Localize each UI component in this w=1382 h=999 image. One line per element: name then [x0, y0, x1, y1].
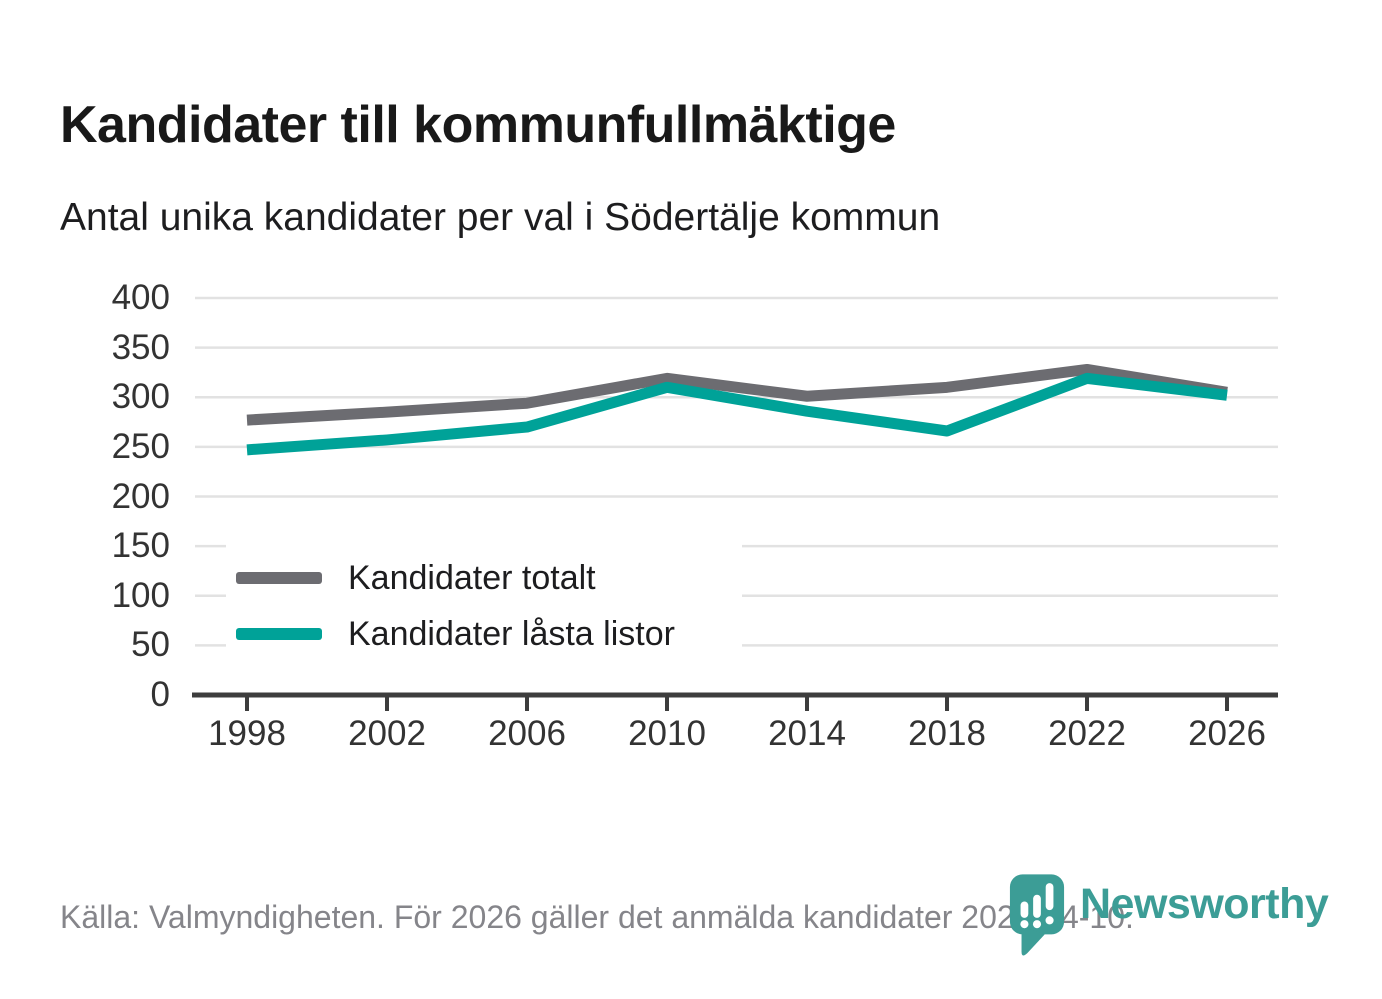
series-line-1	[246, 372, 1228, 456]
y-tick-label: 150	[111, 526, 170, 566]
y-tick-label: 350	[111, 327, 170, 367]
x-tick-label: 2006	[488, 714, 566, 753]
legend-line-swatch-gray	[236, 572, 322, 584]
x-tick-label: 2002	[348, 714, 426, 753]
y-tick-label: 100	[111, 575, 170, 615]
source-note: Källa: Valmyndigheten. För 2026 gäller d…	[60, 899, 1134, 935]
legend-line-swatch-teal	[236, 628, 322, 640]
x-tick-label: 2022	[1048, 714, 1126, 753]
x-tick-label: 2018	[908, 714, 986, 753]
y-tick-label: 400	[111, 278, 170, 317]
x-tick-label: 1998	[208, 714, 286, 753]
legend-label-totalt: Kandidater totalt	[348, 558, 596, 597]
legend-item-lasta-listor: Kandidater låsta listor	[236, 610, 742, 658]
series-line-0	[246, 363, 1228, 426]
newsworthy-logo-text: Newsworthy	[1080, 880, 1329, 928]
chart-title: Kandidater till kommunfullmäktige	[60, 95, 896, 154]
y-tick-label: 0	[150, 675, 170, 714]
chart-legend: Kandidater totalt Kandidater låsta listo…	[226, 540, 742, 676]
x-tick-label: 2010	[628, 714, 706, 753]
legend-item-totalt: Kandidater totalt	[236, 554, 742, 602]
x-tick-label: 2014	[768, 714, 846, 753]
newsworthy-logo: Newsworthy	[1008, 872, 1329, 958]
y-tick-label: 250	[111, 426, 170, 466]
y-tick-label: 50	[131, 625, 170, 665]
legend-label-lasta-listor: Kandidater låsta listor	[348, 614, 675, 653]
y-tick-label: 200	[111, 476, 170, 516]
chart-subtitle: Antal unika kandidater per val i Södertä…	[60, 196, 941, 239]
x-tick-label: 2026	[1188, 714, 1266, 753]
newsworthy-pin-bar-chart-icon	[1009, 874, 1065, 956]
y-tick-label: 300	[111, 377, 170, 417]
